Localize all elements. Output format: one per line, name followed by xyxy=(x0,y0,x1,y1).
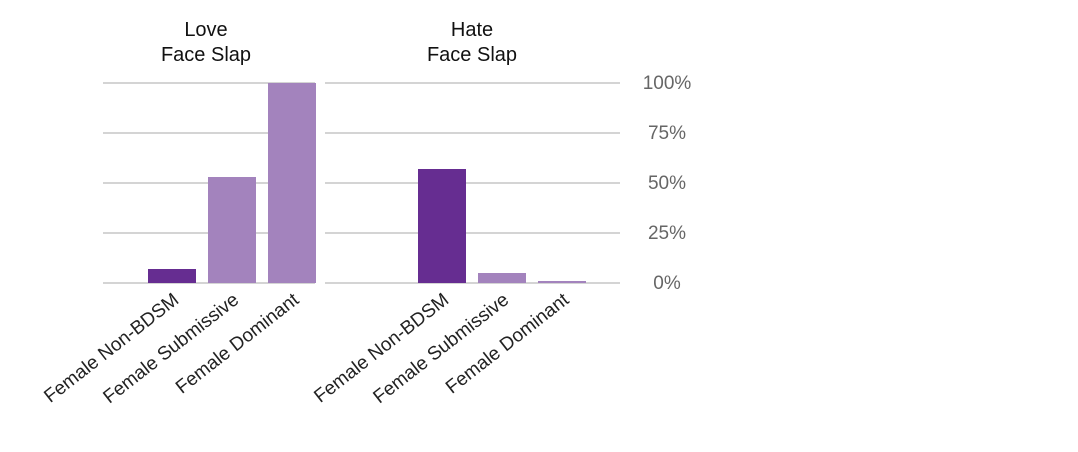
bar xyxy=(148,269,196,283)
bar xyxy=(268,83,316,283)
bar xyxy=(538,281,586,283)
bar xyxy=(418,169,466,283)
group-title: Love Face Slap xyxy=(160,19,252,66)
y-tick-label: 0% xyxy=(653,273,681,294)
y-tick-label: 75% xyxy=(648,123,686,144)
bar xyxy=(478,273,526,283)
bar xyxy=(208,177,256,283)
group-title: Hate Face Slap xyxy=(426,19,518,66)
y-tick-label: 25% xyxy=(648,223,686,244)
y-tick-label: 50% xyxy=(648,173,686,194)
y-tick-label: 100% xyxy=(643,73,692,94)
